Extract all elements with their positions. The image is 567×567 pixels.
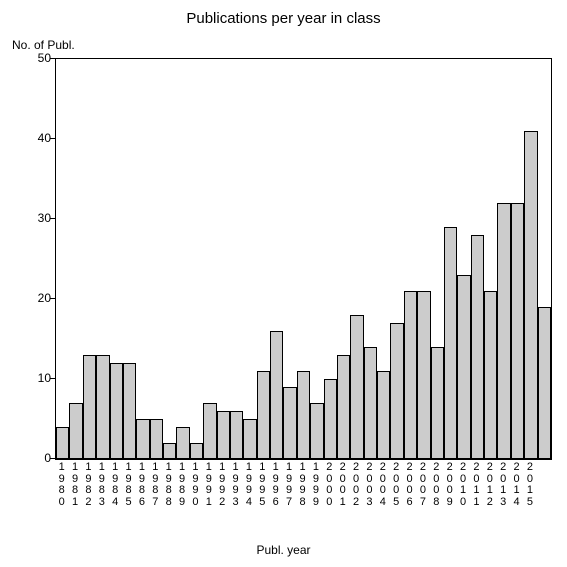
bar: [110, 363, 123, 459]
x-tick-label: 1986: [137, 462, 147, 508]
y-tick-label: 50: [38, 51, 51, 65]
bar: [283, 387, 296, 459]
y-tick-label: 40: [38, 131, 51, 145]
x-tick-label: 2007: [418, 462, 428, 508]
x-tick-label: 1980: [57, 462, 67, 508]
bar: [190, 443, 203, 459]
bar: [377, 371, 390, 459]
chart-title: Publications per year in class: [0, 10, 567, 27]
x-tick-label: 1984: [110, 462, 120, 508]
bar: [337, 355, 350, 459]
y-axis-title: No. of Publ.: [12, 38, 75, 52]
x-tick-label: 2000: [324, 462, 334, 508]
x-tick-label: 1988: [164, 462, 174, 508]
bar: [471, 235, 484, 459]
bar: [404, 291, 417, 459]
x-tick-label: 1997: [284, 462, 294, 508]
bar: [390, 323, 403, 459]
y-tick: [50, 138, 55, 139]
bar: [123, 363, 136, 459]
bar: [524, 131, 537, 459]
x-tick-label: 2009: [445, 462, 455, 508]
bar: [364, 347, 377, 459]
bar: [69, 403, 82, 459]
bar: [511, 203, 524, 459]
bar: [444, 227, 457, 459]
bar: [203, 403, 216, 459]
y-tick: [50, 458, 55, 459]
bar: [484, 291, 497, 459]
x-tick-label: 1996: [271, 462, 281, 508]
bar: [243, 419, 256, 459]
x-tick-label: 2008: [431, 462, 441, 508]
bar: [297, 371, 310, 459]
x-tick-label: 2012: [485, 462, 495, 508]
x-tick-label: 1995: [257, 462, 267, 508]
chart-container: Publications per year in class No. of Pu…: [0, 0, 567, 567]
bar: [538, 307, 551, 459]
bar: [136, 419, 149, 459]
y-tick: [50, 378, 55, 379]
x-tick-label: 2014: [512, 462, 522, 508]
bar: [83, 355, 96, 459]
y-tick: [50, 58, 55, 59]
bar: [431, 347, 444, 459]
y-tick-label: 20: [38, 291, 51, 305]
x-tick-label: 2004: [378, 462, 388, 508]
bar: [310, 403, 323, 459]
x-tick-label: 2001: [338, 462, 348, 508]
bar: [217, 411, 230, 459]
y-tick: [50, 218, 55, 219]
x-tick-label: 1989: [177, 462, 187, 508]
bar: [417, 291, 430, 459]
x-tick-label: 1985: [124, 462, 134, 508]
bar: [163, 443, 176, 459]
plot-area: [55, 58, 552, 460]
x-tick-label: 1982: [83, 462, 93, 508]
bar: [257, 371, 270, 459]
x-tick-label: 2015: [525, 462, 535, 508]
bar: [270, 331, 283, 459]
bar: [56, 427, 69, 459]
bar: [497, 203, 510, 459]
x-tick-label: 2011: [471, 462, 481, 508]
x-tick-label: 1993: [231, 462, 241, 508]
y-tick: [50, 298, 55, 299]
y-tick-label: 30: [38, 211, 51, 225]
x-tick-label: 1990: [190, 462, 200, 508]
x-tick-label: 1998: [298, 462, 308, 508]
x-tick-label: 2003: [364, 462, 374, 508]
x-axis-title: Publ. year: [0, 543, 567, 557]
bar: [150, 419, 163, 459]
x-tick-label: 1991: [204, 462, 214, 508]
y-tick-label: 10: [38, 371, 51, 385]
x-tick-label: 1999: [311, 462, 321, 508]
bar: [96, 355, 109, 459]
x-tick-label: 2006: [405, 462, 415, 508]
bar: [324, 379, 337, 459]
x-tick-label: 2002: [351, 462, 361, 508]
bar: [457, 275, 470, 459]
bar: [176, 427, 189, 459]
x-tick-label: 1983: [97, 462, 107, 508]
x-tick-label: 2013: [498, 462, 508, 508]
x-tick-label: 1992: [217, 462, 227, 508]
x-tick-label: 1981: [70, 462, 80, 508]
bar: [230, 411, 243, 459]
x-tick-label: 1994: [244, 462, 254, 508]
x-tick-label: 2005: [391, 462, 401, 508]
x-tick-label: 1987: [150, 462, 160, 508]
x-tick-label: 2010: [458, 462, 468, 508]
bar: [350, 315, 363, 459]
